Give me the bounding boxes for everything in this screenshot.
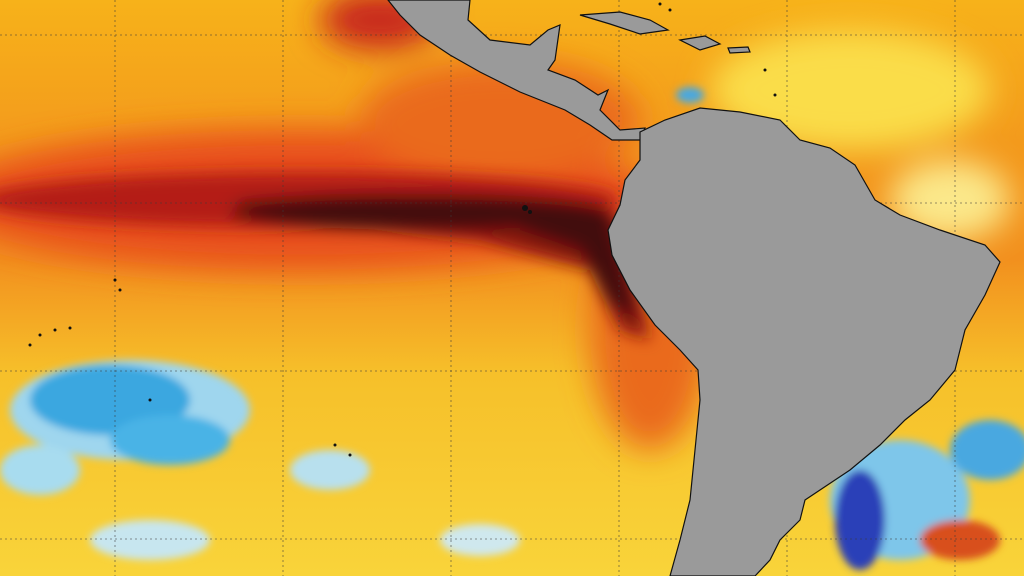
north-central-america xyxy=(387,0,646,141)
south-america xyxy=(607,107,1001,576)
puerto-rico xyxy=(727,46,751,54)
hispaniola xyxy=(678,35,722,51)
cuba xyxy=(579,11,670,35)
islands xyxy=(28,2,777,457)
cold-anomaly xyxy=(0,87,1024,570)
land xyxy=(387,0,1001,576)
